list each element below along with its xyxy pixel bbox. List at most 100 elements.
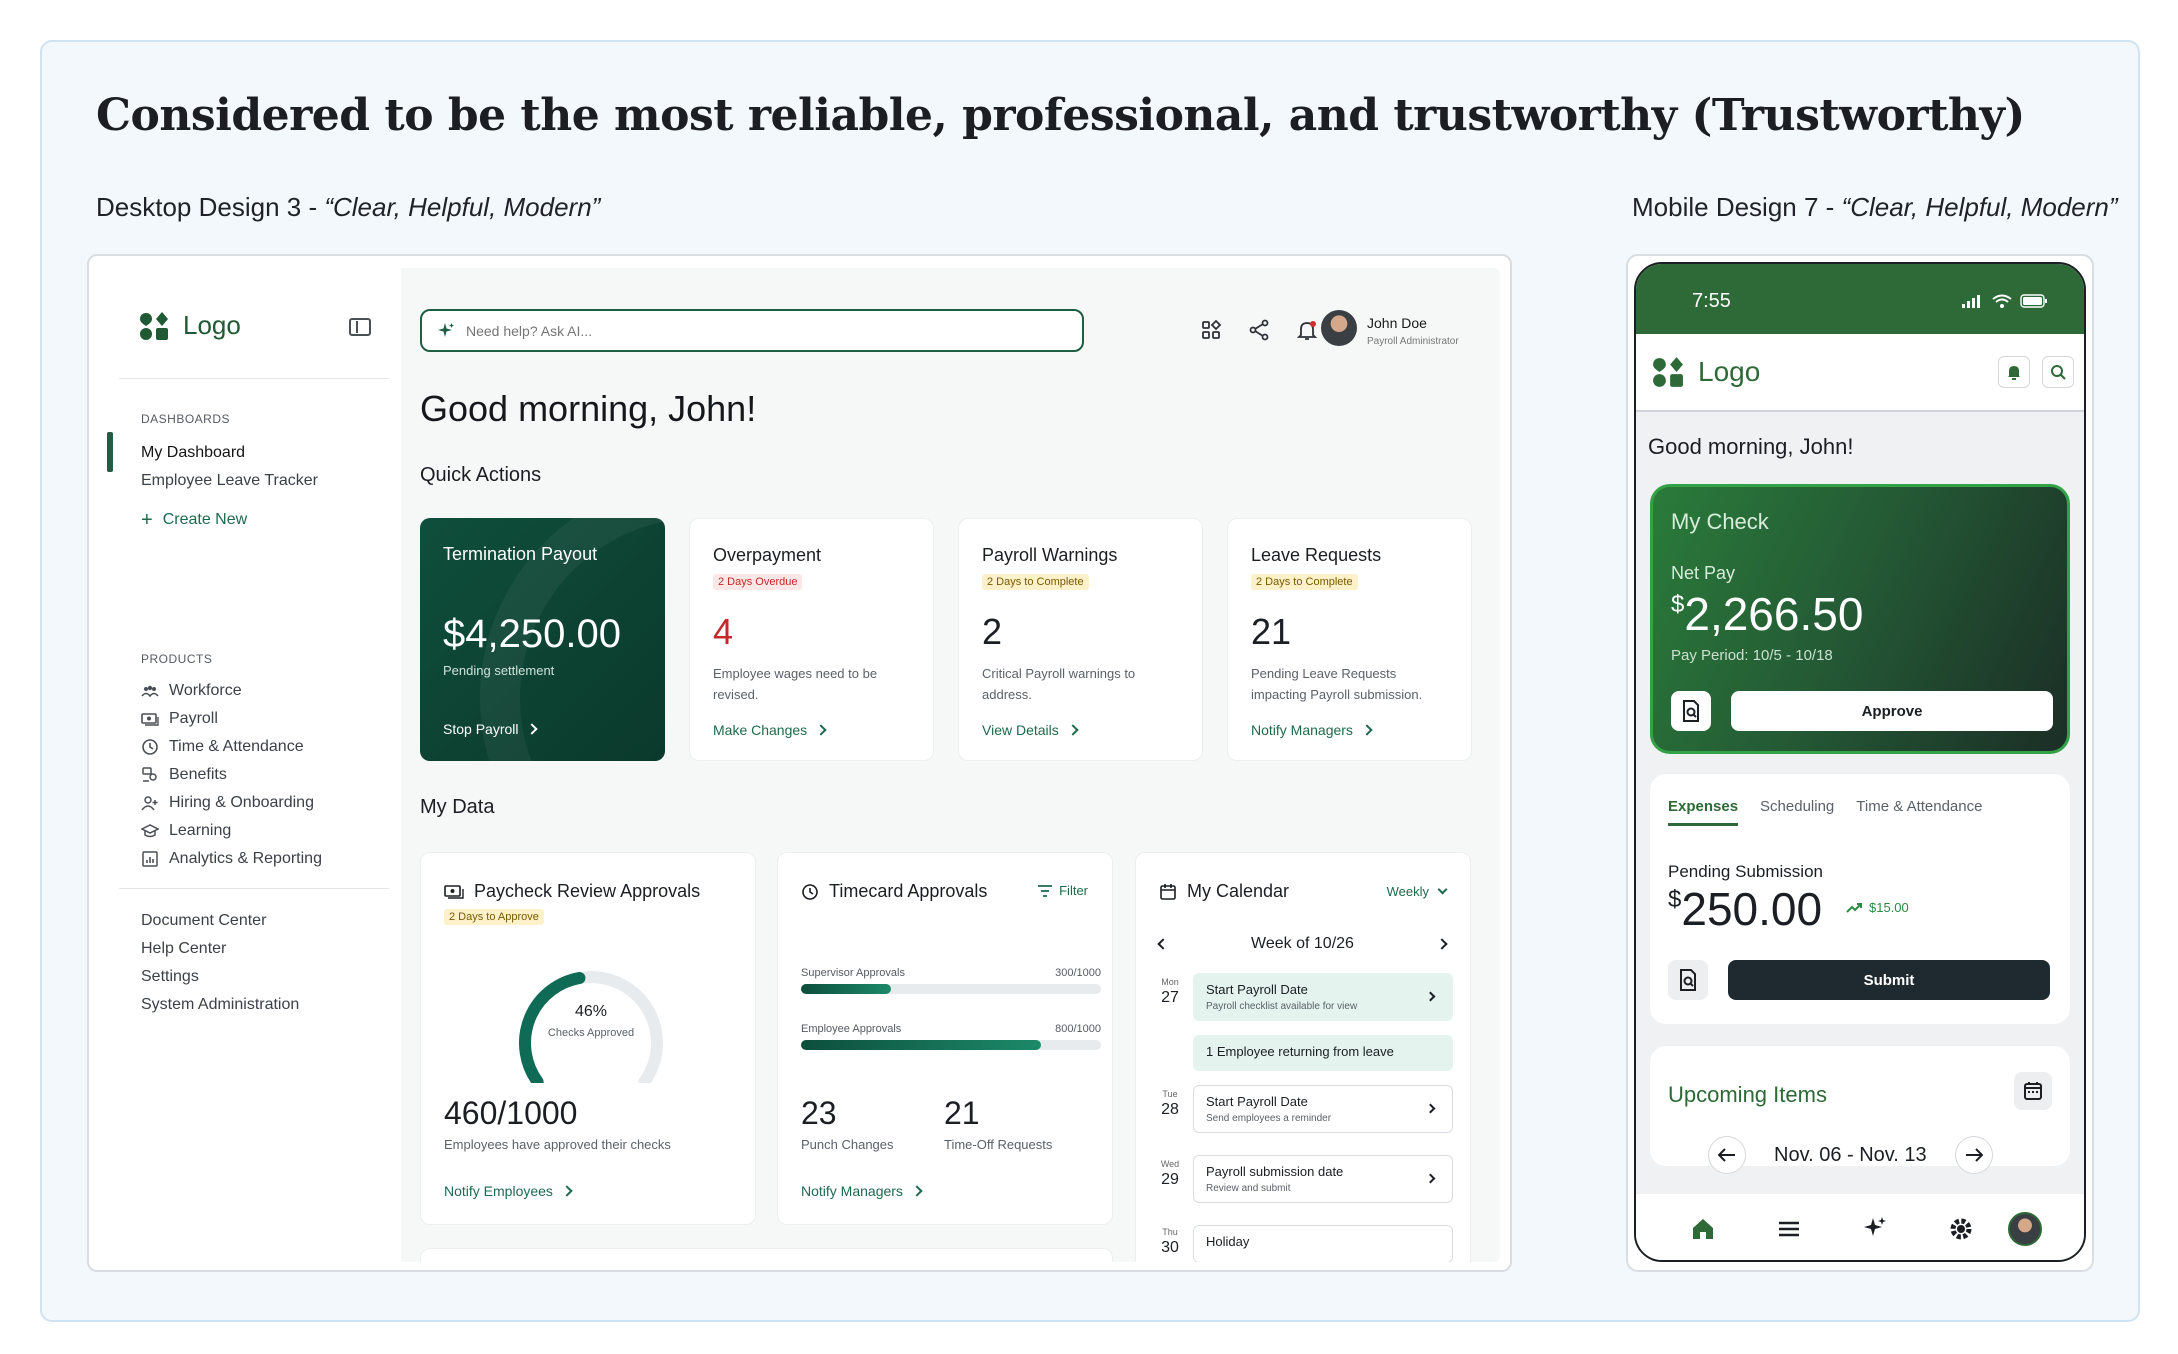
- logo[interactable]: Logo: [139, 310, 241, 341]
- stop-payroll-link[interactable]: Stop Payroll: [443, 721, 539, 737]
- calendar-event[interactable]: 1 Employee returning from leave: [1193, 1035, 1453, 1071]
- next-data-card: [420, 1248, 1113, 1262]
- create-new-button[interactable]: + Create New: [141, 510, 247, 530]
- clock-icon: [142, 739, 158, 755]
- calendar-button[interactable]: [2014, 1072, 2052, 1110]
- card-title-label: My Calendar: [1187, 881, 1290, 901]
- logo[interactable]: Logo: [1652, 356, 1760, 388]
- card-title: Timecard Approvals: [801, 881, 987, 902]
- next-week-button[interactable]: [1436, 938, 1448, 950]
- amount-value: 250.00: [1681, 883, 1823, 935]
- chevron-right-icon: [1361, 724, 1373, 736]
- sidebar-item-benefits[interactable]: Benefits: [141, 766, 227, 784]
- tab-time-attendance[interactable]: Time & Attendance: [1856, 798, 1983, 815]
- event-title: Holiday: [1206, 1234, 1250, 1249]
- search-button[interactable]: [2042, 356, 2074, 388]
- notify-employees-link[interactable]: Notify Employees: [444, 1183, 573, 1199]
- products-heading: PRODUCTS: [141, 652, 213, 666]
- logo-text: Logo: [1698, 356, 1761, 387]
- quick-action-payroll-warnings[interactable]: Payroll Warnings 2 Days to Complete 2 Cr…: [958, 518, 1203, 761]
- chevron-right-icon: [911, 1185, 923, 1197]
- previous-week-button[interactable]: [1157, 938, 1169, 950]
- greeting: Good morning, John!: [1648, 434, 1854, 459]
- next-range-button[interactable]: [1954, 1136, 1993, 1174]
- sidebar-item-system-administration[interactable]: System Administration: [141, 996, 300, 1013]
- sidebar-collapse-icon[interactable]: [349, 318, 371, 336]
- calendar-event[interactable]: Start Payroll Date Send employees a remi…: [1193, 1085, 1453, 1133]
- date-range-nav: Nov. 06 - Nov. 13: [1708, 1136, 1993, 1174]
- apps-grid-icon[interactable]: [1199, 318, 1223, 342]
- logo-text: Logo: [183, 310, 241, 340]
- quick-action-termination-payout[interactable]: Termination Payout $4,250.00 Pending set…: [420, 518, 665, 761]
- pending-amount: $250.00: [1668, 882, 1822, 936]
- share-icon[interactable]: [1247, 318, 1271, 342]
- submit-button[interactable]: Submit: [1728, 960, 2050, 1000]
- previous-range-button[interactable]: [1708, 1136, 1746, 1174]
- sidebar-item-label: Payroll: [169, 710, 218, 727]
- expenses-card: Expenses Scheduling Time & Attendance Pe…: [1650, 774, 2070, 1024]
- card-description: Critical Payroll warnings to address.: [982, 666, 1136, 702]
- notify-managers-link[interactable]: Notify Managers: [1251, 722, 1373, 738]
- view-paystub-button[interactable]: [1671, 691, 1711, 731]
- profile-avatar[interactable]: [2008, 1212, 2042, 1246]
- view-select[interactable]: Weekly: [1387, 884, 1448, 899]
- sidebar-item-workforce[interactable]: Workforce: [141, 682, 242, 700]
- currency-symbol: $: [1671, 591, 1685, 618]
- filter-icon: [1038, 884, 1053, 897]
- menu-icon[interactable]: [1774, 1214, 1804, 1244]
- notify-managers-link[interactable]: Notify Managers: [801, 1183, 923, 1199]
- calendar-event[interactable]: Start Payroll Date Payroll checklist ava…: [1193, 973, 1453, 1021]
- cash-icon: [141, 713, 159, 726]
- ai-search-bar[interactable]: [420, 309, 1084, 352]
- tab-expenses[interactable]: Expenses: [1668, 798, 1739, 826]
- card-title-label: Paycheck Review Approvals: [474, 881, 701, 901]
- week-label: Week of 10/26: [1251, 935, 1354, 952]
- mobile-caption-prefix: Mobile Design 7 -: [1632, 192, 1842, 222]
- net-pay-amount: $2,266.50: [1671, 587, 1863, 641]
- graduation-cap-icon: [141, 824, 159, 838]
- tab-scheduling[interactable]: Scheduling: [1760, 798, 1835, 815]
- status-time: 7:55: [1692, 290, 1731, 312]
- sparkle-icon[interactable]: [1860, 1214, 1890, 1244]
- view-expenses-button[interactable]: [1668, 960, 1708, 1000]
- sidebar-divider: [119, 378, 389, 379]
- sidebar-item-time-attendance[interactable]: Time & Attendance: [141, 738, 304, 756]
- quick-action-overpayment[interactable]: Overpayment 2 Days Overdue 4 Employee wa…: [689, 518, 934, 761]
- sidebar-item-learning[interactable]: Learning: [141, 822, 231, 840]
- sidebar-item-settings[interactable]: Settings: [141, 968, 199, 985]
- chevron-right-icon: [1067, 724, 1079, 736]
- sidebar-item-employee-leave-tracker[interactable]: Employee Leave Tracker: [141, 472, 318, 489]
- filter-button[interactable]: Filter: [1037, 883, 1088, 898]
- card-title: Termination Payout: [443, 544, 598, 564]
- event-subtitle: Send employees a reminder: [1206, 1113, 1332, 1124]
- sidebar-item-label: Analytics & Reporting: [169, 850, 322, 867]
- calendar-event[interactable]: Payroll submission date Review and submi…: [1193, 1155, 1453, 1203]
- view-details-link[interactable]: View Details: [982, 722, 1079, 738]
- sidebar-item-document-center[interactable]: Document Center: [141, 912, 267, 929]
- gauge-chart: [519, 971, 663, 1088]
- home-icon[interactable]: [1688, 1214, 1718, 1244]
- user-avatar[interactable]: [1321, 310, 1357, 346]
- amount-value: 2,266.50: [1684, 588, 1864, 640]
- link-label: Notify Managers: [801, 1183, 903, 1199]
- notifications-button[interactable]: [1998, 356, 2030, 388]
- battery-icon: [2020, 294, 2047, 308]
- ai-search-input[interactable]: [466, 322, 1026, 339]
- sidebar-item-my-dashboard[interactable]: My Dashboard: [141, 444, 246, 461]
- chevron-down-icon: [1437, 884, 1448, 895]
- make-changes-link[interactable]: Make Changes: [713, 722, 827, 738]
- sidebar-item-label: Learning: [169, 822, 232, 839]
- net-pay-label: Net Pay: [1671, 563, 1736, 583]
- calendar-event[interactable]: Holiday: [1193, 1225, 1453, 1262]
- notification-bell-icon[interactable]: [1295, 318, 1319, 342]
- approve-button[interactable]: Approve: [1731, 691, 2053, 731]
- sidebar-item-label: Workforce: [169, 682, 242, 699]
- card-value: 4: [713, 611, 734, 652]
- calendar-icon: [2024, 1082, 2042, 1100]
- gear-icon[interactable]: [1946, 1214, 1976, 1244]
- sidebar-item-hiring-onboarding[interactable]: Hiring & Onboarding: [141, 794, 314, 812]
- sidebar-item-payroll[interactable]: Payroll: [141, 710, 218, 728]
- quick-action-leave-requests[interactable]: Leave Requests 2 Days to Complete 21 Pen…: [1227, 518, 1472, 761]
- sidebar-item-analytics-reporting[interactable]: Analytics & Reporting: [141, 850, 322, 868]
- sidebar-item-help-center[interactable]: Help Center: [141, 940, 227, 957]
